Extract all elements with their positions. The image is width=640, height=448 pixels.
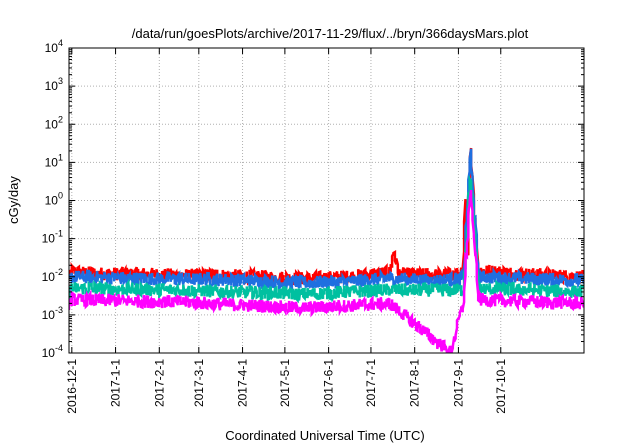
chart-title: /data/run/goesPlots/archive/2017-11-29/f… [132, 26, 529, 41]
y-tick-label: 104 [45, 38, 63, 55]
x-tick-label: 2017-9-1 [451, 359, 465, 407]
y-tick-label: 10-2 [42, 267, 63, 284]
x-tick-label: 2017-5-1 [278, 359, 292, 407]
y-tick-label: 10-1 [42, 229, 63, 246]
y-tick-label: 101 [45, 152, 63, 169]
x-axis-label: Coordinated Universal Time (UTC) [225, 428, 424, 443]
series-line [69, 148, 584, 293]
y-tick-label: 102 [45, 114, 63, 131]
series-line [69, 189, 584, 353]
y-tick-label: 10-3 [42, 305, 63, 322]
series-line [69, 174, 584, 304]
y-tick-label: 100 [45, 191, 63, 208]
x-tick-label: 2017-2-1 [152, 359, 166, 407]
series-line [69, 147, 584, 288]
y-tick-label: 10-4 [42, 343, 63, 360]
x-tick-label: 2017-10-1 [494, 359, 508, 414]
y-axis-label: cGy/day [6, 176, 21, 224]
x-tick-label: 2017-6-1 [322, 359, 336, 407]
x-tick-label: 2017-8-1 [408, 359, 422, 407]
y-tick-label: 103 [45, 76, 63, 93]
x-tick-label: 2017-7-1 [364, 359, 378, 407]
x-axis: 2016-12-1 2017-1-1 2017-2-1 2017-3-1 2017-4-… [65, 48, 508, 414]
x-tick-label: 2017-3-1 [192, 359, 206, 407]
y-axis: 10-4 10-3 10-2 10-1 100 101 102 103 104 [42, 38, 584, 360]
x-tick-label: 2017-4-1 [236, 359, 250, 407]
x-tick-label: 2017-1-1 [109, 359, 123, 407]
x-tick-label: 2016-12-1 [65, 359, 79, 414]
series-group [69, 147, 584, 353]
